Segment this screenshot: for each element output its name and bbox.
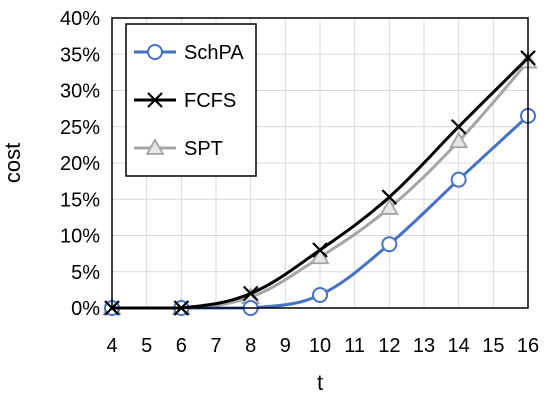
x-tick-labels: 4 5 6 7 8 9 10 11 12 13 14 15 16 bbox=[106, 335, 539, 357]
legend-item-fcfs: FCFS bbox=[134, 90, 236, 112]
data-point-fcfs bbox=[381, 189, 398, 205]
data-point-fcfs bbox=[450, 118, 467, 135]
y-tick-label: 10% bbox=[60, 226, 100, 248]
data-point-fcfs bbox=[312, 242, 328, 258]
legend: SchPA FCFS SPT bbox=[125, 23, 257, 177]
y-axis-label: cost bbox=[0, 143, 25, 183]
y-tick-labels: 0% 5% 10% 15% 20% 25% 30% 35% 40% bbox=[60, 8, 100, 320]
data-point-schpa bbox=[312, 286, 328, 303]
x-tick-label: 7 bbox=[210, 335, 221, 357]
data-point-schpa bbox=[450, 171, 467, 188]
legend-marker bbox=[147, 92, 163, 108]
legend-item-spt: SPT bbox=[134, 138, 223, 160]
y-tick-label: 30% bbox=[60, 81, 100, 103]
data-point-schpa bbox=[381, 236, 398, 253]
y-tick-label: 0% bbox=[71, 298, 100, 320]
legend-label: SchPA bbox=[184, 42, 244, 64]
y-tick-label: 25% bbox=[60, 117, 100, 139]
x-tick-label: 16 bbox=[517, 335, 539, 357]
x-tick-label: 10 bbox=[309, 335, 331, 357]
x-tick-label: 9 bbox=[280, 335, 291, 357]
y-tick-label: 35% bbox=[60, 44, 100, 66]
x-axis-label: t bbox=[317, 370, 323, 395]
y-tick-label: 40% bbox=[60, 8, 100, 30]
y-tick-label: 5% bbox=[71, 262, 100, 284]
x-tick-label: 14 bbox=[448, 335, 470, 357]
x-tick-label: 8 bbox=[245, 335, 256, 357]
x-tick-label: 11 bbox=[344, 335, 365, 357]
y-tick-label: 15% bbox=[60, 189, 100, 211]
data-point-spt bbox=[449, 131, 469, 149]
legend-item-schpa: SchPA bbox=[134, 42, 244, 64]
data-point-fcfs bbox=[242, 285, 259, 302]
legend-marker bbox=[147, 44, 163, 60]
data-point-spt bbox=[310, 247, 330, 265]
y-tick-label: 20% bbox=[60, 153, 100, 175]
x-tick-label: 15 bbox=[482, 335, 504, 357]
plot-frame bbox=[111, 17, 529, 309]
data-point-spt bbox=[379, 198, 399, 215]
x-tick-label: 12 bbox=[378, 335, 400, 357]
x-tick-label: 6 bbox=[176, 335, 187, 357]
x-tick-label: 13 bbox=[413, 335, 435, 357]
x-tick-label: 5 bbox=[141, 335, 152, 357]
legend-label: FCFS bbox=[184, 90, 236, 112]
legend-marker bbox=[145, 138, 165, 155]
legend-label: SPT bbox=[184, 138, 223, 160]
x-tick-label: 4 bbox=[106, 335, 117, 357]
